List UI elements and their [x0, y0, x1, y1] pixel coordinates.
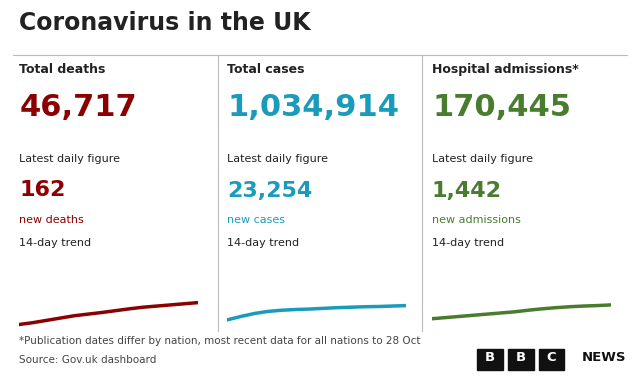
FancyBboxPatch shape	[477, 349, 503, 370]
Text: new admissions: new admissions	[432, 215, 521, 225]
Text: 162: 162	[19, 180, 65, 201]
Text: 1,442: 1,442	[432, 180, 502, 201]
Text: Latest daily figure: Latest daily figure	[227, 154, 328, 164]
FancyBboxPatch shape	[508, 349, 534, 370]
Text: 46,717: 46,717	[19, 93, 137, 122]
Text: 14-day trend: 14-day trend	[19, 238, 92, 247]
FancyBboxPatch shape	[539, 349, 564, 370]
Text: Source: Gov.uk dashboard: Source: Gov.uk dashboard	[19, 355, 157, 365]
Text: 1,034,914: 1,034,914	[227, 93, 399, 122]
Text: Latest daily figure: Latest daily figure	[432, 154, 533, 164]
Text: *Publication dates differ by nation, most recent data for all nations to 28 Oct: *Publication dates differ by nation, mos…	[19, 336, 420, 346]
Text: 14-day trend: 14-day trend	[227, 238, 300, 247]
Text: Total deaths: Total deaths	[19, 63, 106, 76]
Text: 23,254: 23,254	[227, 180, 312, 201]
Text: new cases: new cases	[227, 215, 285, 225]
Text: C: C	[547, 352, 556, 364]
Text: Latest daily figure: Latest daily figure	[19, 154, 120, 164]
Text: new deaths: new deaths	[19, 215, 84, 225]
Text: NEWS: NEWS	[582, 352, 627, 364]
Text: 14-day trend: 14-day trend	[432, 238, 504, 247]
Text: Hospital admissions*: Hospital admissions*	[432, 63, 579, 76]
Text: B: B	[485, 352, 495, 364]
Text: 170,445: 170,445	[432, 93, 571, 122]
Text: B: B	[516, 352, 526, 364]
Text: Total cases: Total cases	[227, 63, 305, 76]
Text: Coronavirus in the UK: Coronavirus in the UK	[19, 11, 311, 35]
